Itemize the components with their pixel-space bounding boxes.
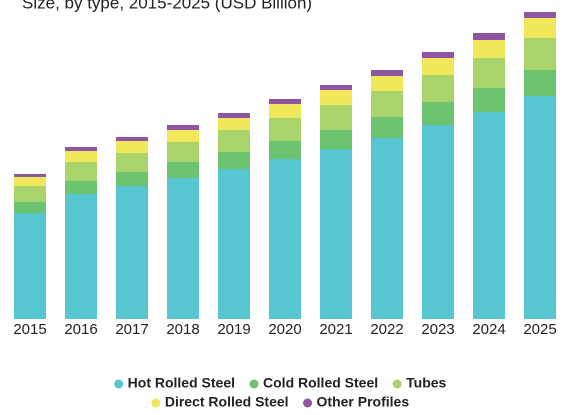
x-tick-label: 2022 (370, 321, 403, 338)
chart-title: Size, by type, 2015-2025 (USD Billion) (22, 0, 312, 12)
x-tick-label: 2018 (166, 321, 199, 338)
legend-swatch (303, 398, 313, 408)
bar-segment (218, 118, 250, 130)
bar-segment (65, 181, 97, 194)
legend-label: Hot Rolled Steel (128, 375, 235, 391)
bar-segment (116, 141, 148, 153)
bar-segment (167, 125, 199, 130)
bar-segment (473, 40, 505, 58)
bar-segment (269, 159, 301, 319)
bar-segment (371, 117, 403, 138)
bar-segment (269, 141, 301, 159)
legend-label: Other Profiles (317, 394, 410, 410)
bar-segment (14, 202, 46, 213)
legend-swatch (114, 379, 124, 389)
bar-segment (371, 76, 403, 91)
bar-segment (422, 75, 454, 102)
bar-segment (422, 52, 454, 58)
bar-segment (116, 172, 148, 186)
bar-segment (473, 58, 505, 88)
bar-segment (269, 104, 301, 118)
x-tick-label: 2019 (217, 321, 250, 338)
legend-swatch (249, 379, 259, 389)
bar-segment (65, 147, 97, 151)
x-tick-label: 2025 (523, 321, 556, 338)
bar-segment (422, 125, 454, 319)
x-tick-label: 2023 (421, 321, 454, 338)
bar-segment (269, 99, 301, 104)
bar-segment (473, 112, 505, 319)
bar-segment (320, 90, 352, 105)
bar-segment (320, 105, 352, 130)
legend-swatch (151, 398, 161, 408)
bar-segment (320, 85, 352, 90)
x-tick-label: 2024 (472, 321, 505, 338)
x-tick-label: 2016 (64, 321, 97, 338)
bar-segment (320, 130, 352, 149)
legend-label: Direct Rolled Steel (165, 394, 289, 410)
bar-segment (14, 213, 46, 319)
bar-segment (65, 151, 97, 162)
x-tick-label: 2020 (268, 321, 301, 338)
bar-segment (371, 138, 403, 319)
bar-segment (218, 152, 250, 169)
legend-swatch (392, 379, 402, 389)
bar-segment (218, 130, 250, 152)
bar-segment (167, 142, 199, 162)
bar-segment (524, 18, 556, 38)
bar-segment (524, 38, 556, 70)
bar-segment (422, 58, 454, 75)
bar-segment (116, 137, 148, 141)
bar-segment (167, 130, 199, 142)
bar-segment (116, 153, 148, 172)
bar-segment (473, 88, 505, 112)
bar-segment (65, 194, 97, 319)
bar-segment (218, 113, 250, 118)
bar-segment (269, 118, 301, 141)
bar-segment (473, 33, 505, 40)
x-tick-label: 2021 (319, 321, 352, 338)
legend-label: Tubes (406, 375, 446, 391)
x-tick-label: 2015 (13, 321, 46, 338)
bar-segment (116, 186, 148, 319)
bar-segment (14, 174, 46, 177)
x-tick-label: 2017 (115, 321, 148, 338)
bar-segment (524, 96, 556, 319)
bar-segment (422, 102, 454, 125)
bar-segment (320, 149, 352, 319)
bar-segment (14, 177, 46, 186)
legend-label: Cold Rolled Steel (263, 375, 378, 391)
bar-segment (524, 70, 556, 96)
bar-segment (167, 162, 199, 178)
bar-segment (371, 70, 403, 76)
bar-segment (371, 91, 403, 117)
bar-segment (167, 178, 199, 319)
bar-segment (14, 186, 46, 202)
bar-segment (218, 169, 250, 319)
bar-segment (65, 162, 97, 181)
bar-segment (524, 12, 556, 18)
